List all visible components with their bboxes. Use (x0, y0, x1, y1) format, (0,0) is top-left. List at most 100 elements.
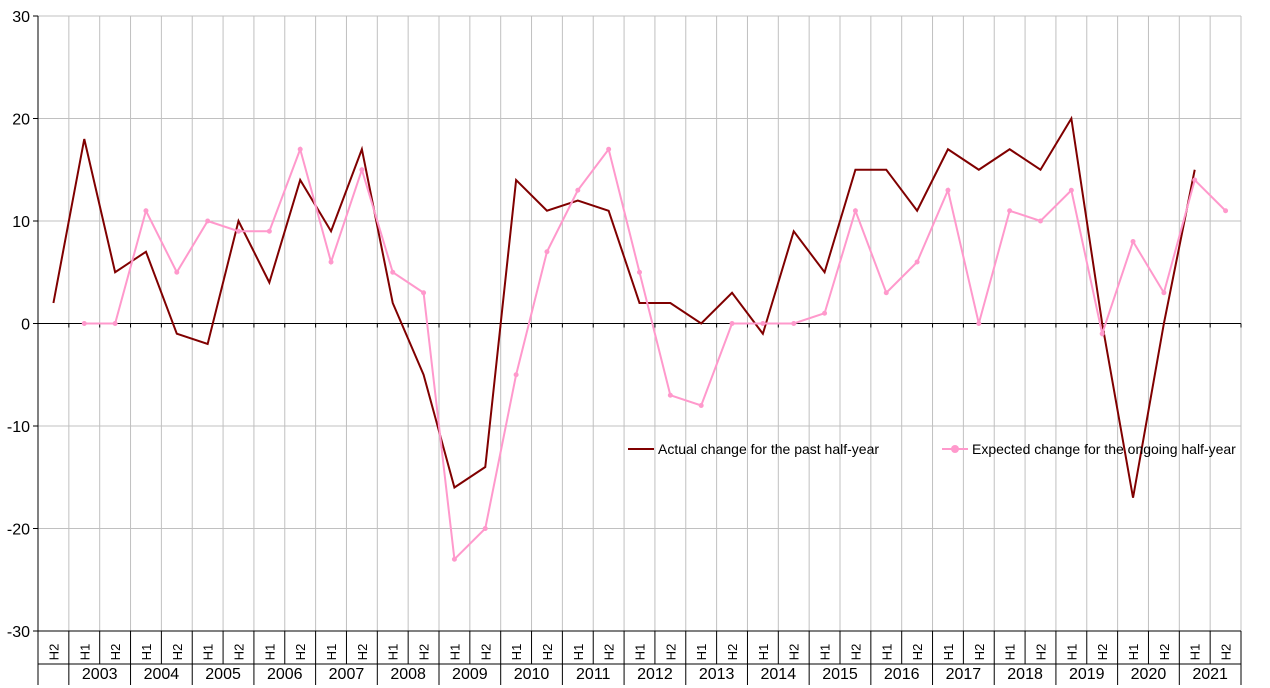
legend: Actual change for the past half-year Expe… (628, 441, 1236, 457)
legend-marker (951, 445, 959, 453)
x-half-label: H1 (324, 644, 339, 661)
x-year-label: 2019 (1069, 666, 1105, 683)
series-line (84, 146, 1227, 562)
data-point (143, 208, 149, 214)
x-half-label: H1 (756, 644, 771, 661)
x-half-label: H1 (818, 644, 833, 661)
x-half-label: H2 (170, 644, 185, 661)
data-point (852, 208, 858, 214)
data-point (174, 269, 180, 275)
data-point (1223, 208, 1229, 214)
data-point (482, 526, 488, 531)
x-half-label: H2 (725, 644, 740, 661)
x-year-label: 2014 (761, 666, 797, 683)
x-half-label: H1 (571, 644, 586, 661)
data-point (1099, 331, 1105, 337)
y-tick-label: 20 (12, 112, 30, 129)
x-year-label: 2017 (946, 666, 982, 683)
x-year-label: 2016 (884, 666, 920, 683)
data-point (914, 259, 920, 265)
y-tick-label: -30 (7, 624, 30, 641)
data-point (328, 259, 334, 265)
x-year-label: 2020 (1131, 666, 1167, 683)
series-2 (81, 146, 1229, 562)
x-year-label: 2013 (699, 666, 735, 683)
data-point (236, 228, 241, 234)
data-point (883, 290, 889, 296)
x-half-label: H2 (663, 644, 678, 661)
x-year-label: 2007 (329, 666, 365, 683)
x-half-label: H2 (1219, 644, 1234, 661)
data-point (976, 321, 982, 326)
data-point (1038, 218, 1043, 224)
data-point (667, 392, 673, 398)
data-point (575, 187, 581, 193)
x-half-label: H2 (910, 644, 925, 661)
x-half-label: H1 (1126, 644, 1141, 661)
data-point (760, 321, 766, 326)
x-half-label: H2 (417, 644, 432, 661)
x-half-label: H1 (941, 644, 956, 661)
x-year-label: 2011 (576, 666, 611, 683)
x-half-label: H2 (540, 644, 555, 661)
y-tick-label: -10 (7, 419, 30, 436)
x-half-label: H1 (262, 644, 277, 661)
x-year-label: 2003 (82, 666, 118, 683)
data-point (1007, 208, 1013, 214)
x-half-label: H1 (1003, 644, 1018, 661)
data-point (81, 321, 87, 326)
data-point (544, 249, 550, 255)
y-tick-label: -20 (7, 522, 30, 539)
x-half-label: H1 (386, 644, 401, 661)
x-year-label: 2004 (144, 666, 180, 683)
data-point (1130, 239, 1136, 244)
x-half-label: H2 (232, 644, 247, 661)
x-year-label: 2010 (514, 666, 550, 683)
data-point (112, 321, 118, 326)
data-point (637, 269, 642, 275)
legend-label: Expected change for the ongoing half-yea… (972, 441, 1236, 457)
x-half-label: H1 (201, 644, 216, 661)
data-point (1161, 290, 1167, 296)
x-year-label: 2018 (1007, 666, 1043, 683)
x-year-label: 2021 (1192, 666, 1228, 683)
x-half-label: H2 (1157, 644, 1172, 661)
axes: 30 20 10 0 -10 -20 -30 (7, 9, 1242, 641)
x-year-label: 2005 (205, 666, 241, 683)
x-year-label: 2006 (267, 666, 303, 683)
data-point (359, 167, 365, 173)
data-point (1068, 187, 1074, 193)
data-point (266, 228, 272, 234)
x-half-label: H1 (879, 644, 894, 661)
x-half-label: H2 (848, 644, 863, 661)
legend-item: Actual change for the past half-year (628, 441, 879, 457)
y-tick-label: 10 (12, 214, 30, 231)
data-point (1192, 177, 1198, 183)
data-point (205, 218, 211, 224)
y-tick-label: 0 (21, 317, 30, 334)
data-point (698, 403, 704, 408)
data-point (421, 290, 427, 296)
x-half-label: H1 (447, 644, 462, 661)
y-tick-label: 30 (12, 9, 30, 26)
series-lines (52, 115, 1229, 562)
x-half-label: H2 (1095, 644, 1110, 661)
x-half-label: H1 (633, 644, 648, 661)
x-half-label: H2 (46, 644, 61, 661)
legend-label: Actual change for the past half-year (658, 441, 879, 457)
x-half-label: H2 (108, 644, 123, 661)
x-half-label: H1 (1064, 644, 1079, 661)
data-point (945, 187, 951, 193)
data-point (513, 372, 519, 378)
x-half-label: H2 (787, 644, 802, 661)
legend-item: Expected change for the ongoing half-yea… (942, 441, 1236, 457)
data-point (606, 146, 612, 152)
data-point (390, 269, 396, 275)
x-half-label: H2 (972, 644, 987, 661)
x-half-label: H2 (602, 644, 617, 661)
x-year-label: 2009 (452, 666, 488, 683)
x-half-label: H2 (1034, 644, 1049, 661)
x-half-label: H2 (293, 644, 308, 661)
data-point (729, 321, 735, 326)
